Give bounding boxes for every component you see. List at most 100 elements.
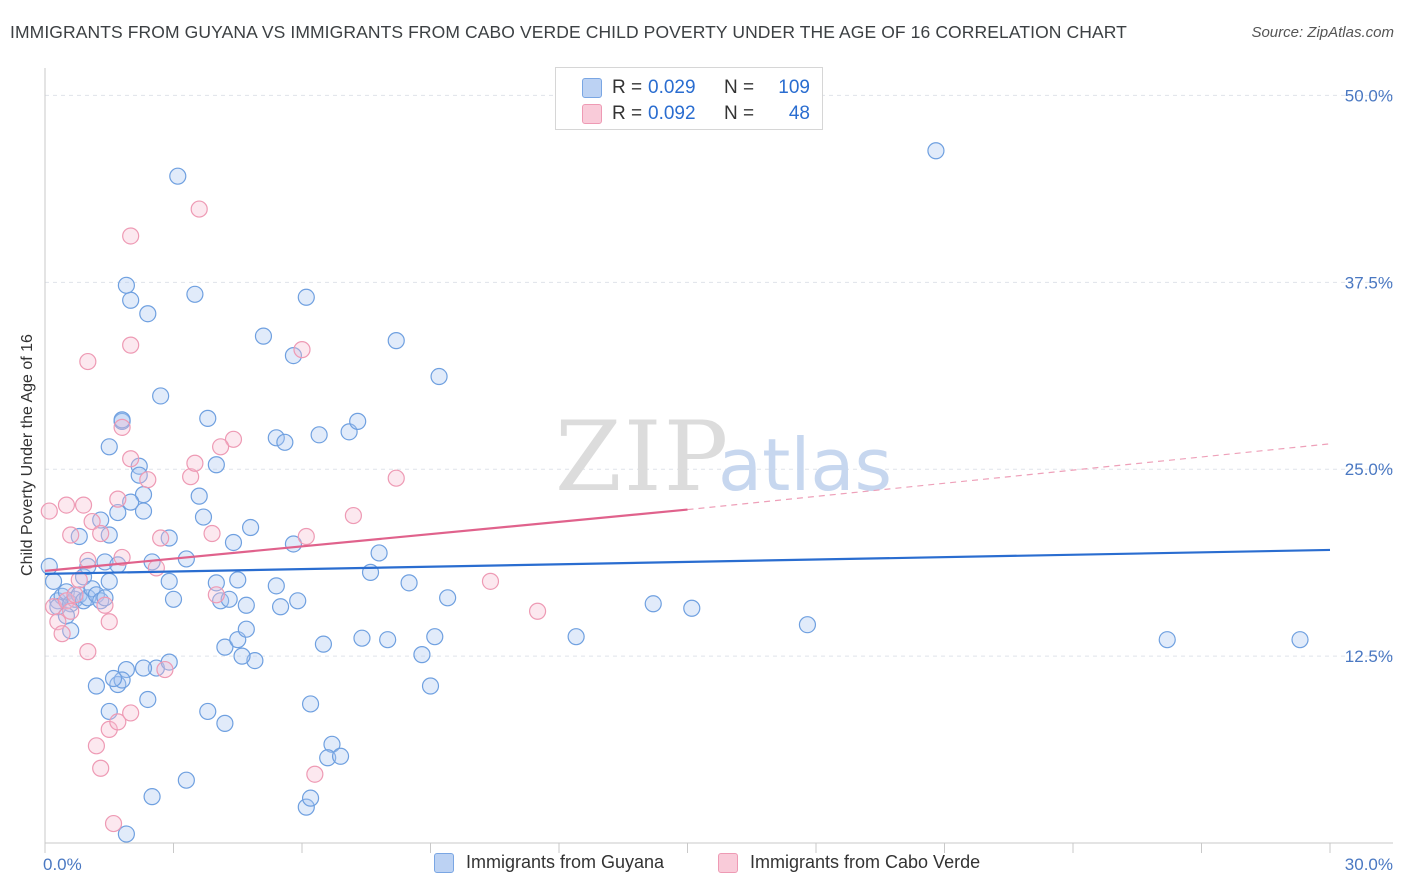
- point-guyana-71: [310, 426, 328, 444]
- trend-line-caboverde-extension: [687, 443, 1331, 511]
- legend-label-guyana: Immigrants from Guyana: [466, 852, 665, 872]
- point-guyana-86: [426, 628, 444, 646]
- legend-swatch-guyana: [582, 78, 602, 98]
- point-caboverde-8: [57, 496, 76, 514]
- point-guyana-25: [100, 526, 118, 544]
- point-guyana-50: [224, 533, 243, 552]
- point-guyana-109: [301, 789, 320, 807]
- legend-swatch-guyana: [434, 852, 454, 873]
- point-guyana-40: [122, 291, 140, 309]
- point-guyana-19: [70, 527, 88, 546]
- point-caboverde-17: [113, 548, 131, 567]
- point-guyana-70: [297, 288, 315, 306]
- point-caboverde-43: [306, 765, 324, 783]
- point-guyana-54: [216, 638, 234, 656]
- legend-n-value: 109: [778, 77, 810, 98]
- point-guyana-41: [117, 276, 135, 294]
- point-caboverde-6: [66, 586, 84, 604]
- point-guyana-69: [297, 798, 315, 816]
- point-guyana-60: [242, 518, 260, 537]
- point-guyana-101: [104, 669, 123, 688]
- point-guyana-107: [199, 702, 217, 721]
- y-tick-label-2: 37.5%: [1345, 273, 1393, 292]
- point-caboverde-29: [147, 559, 165, 577]
- point-guyana-79: [349, 412, 367, 430]
- point-guyana-83: [387, 332, 405, 350]
- point-caboverde-20: [92, 759, 110, 777]
- point-caboverde-13: [92, 524, 110, 543]
- point-guyana-48: [194, 508, 213, 526]
- point-guyana-82: [400, 574, 418, 592]
- point-caboverde-5: [62, 602, 80, 620]
- point-caboverde-12: [83, 512, 101, 531]
- legend-label-caboverde: Immigrants from Cabo Verde: [750, 852, 981, 872]
- legend-item-caboverde: Immigrants from Cabo Verde: [718, 852, 980, 873]
- point-guyana-84: [421, 677, 440, 695]
- legend-r-label: R =: [612, 77, 643, 98]
- point-guyana-56: [237, 596, 255, 614]
- point-guyana-92: [798, 616, 817, 634]
- x-tick-label-1: 30.0%: [1345, 855, 1393, 874]
- trend-line-guyana: [44, 548, 1331, 575]
- point-caboverde-42: [297, 527, 315, 546]
- point-guyana-75: [314, 635, 333, 653]
- point-guyana-106: [177, 771, 195, 789]
- chart-title: IMMIGRANTS FROM GUYANA VS IMMIGRANTS FRO…: [10, 22, 1127, 42]
- point-caboverde-32: [122, 227, 140, 245]
- point-guyana-63: [284, 346, 303, 365]
- point-guyana-91: [683, 599, 701, 617]
- series-caboverde-points: [40, 200, 547, 833]
- point-guyana-88: [430, 367, 448, 386]
- y-tick-label-3: 50.0%: [1345, 86, 1393, 105]
- point-guyana-45: [186, 285, 204, 303]
- point-guyana-74: [331, 747, 350, 765]
- y-tick-label-1: 25.0%: [1345, 460, 1393, 479]
- legend-row-caboverde: R = 0.092 N = 48: [582, 103, 810, 125]
- legend-r-value: 0.029: [648, 77, 696, 98]
- point-guyana-87: [439, 589, 457, 607]
- point-guyana-95: [1291, 631, 1309, 649]
- source-label: Source: ZipAtlas.com: [1251, 24, 1394, 41]
- point-caboverde-26: [113, 418, 131, 436]
- point-guyana-0: [40, 557, 58, 576]
- point-guyana-58: [246, 651, 264, 670]
- point-guyana-24: [109, 503, 127, 522]
- point-caboverde-35: [186, 454, 204, 472]
- point-guyana-93: [927, 142, 945, 160]
- point-guyana-67: [267, 577, 285, 595]
- point-caboverde-40: [212, 438, 230, 456]
- point-caboverde-24: [104, 814, 123, 833]
- point-guyana-42: [139, 305, 157, 323]
- point-caboverde-3: [53, 625, 71, 643]
- legend-swatch-caboverde: [718, 852, 738, 873]
- point-guyana-53: [220, 590, 238, 608]
- point-caboverde-47: [528, 602, 547, 620]
- point-guyana-105: [143, 788, 161, 806]
- legend-n-label: N =: [724, 77, 755, 98]
- point-guyana-99: [117, 660, 135, 679]
- point-caboverde-15: [100, 613, 118, 631]
- point-caboverde-7: [70, 571, 88, 589]
- point-caboverde-0: [40, 502, 58, 520]
- point-caboverde-30: [156, 660, 174, 679]
- legend-bottom: Immigrants from Guyana Immigrants from C…: [0, 852, 1406, 878]
- point-guyana-46: [199, 409, 217, 427]
- point-caboverde-11: [79, 551, 97, 570]
- legend-item-guyana: Immigrants from Guyana: [434, 852, 664, 873]
- point-caboverde-9: [62, 526, 80, 544]
- legend-r-value: 0.092: [648, 103, 696, 124]
- point-guyana-102: [139, 690, 157, 709]
- point-guyana-108: [216, 714, 234, 732]
- point-guyana-111: [134, 659, 153, 677]
- point-caboverde-46: [481, 572, 500, 590]
- point-guyana-38: [164, 590, 183, 608]
- watermark: ZIP atlas: [555, 401, 892, 513]
- point-guyana-66: [289, 592, 307, 610]
- point-guyana-27: [100, 438, 118, 456]
- axes: [44, 68, 1393, 853]
- y-tick-labels: 12.5% 25.0% 37.5% 50.0%: [1345, 86, 1393, 666]
- point-guyana-47: [207, 456, 225, 474]
- point-caboverde-25: [79, 352, 97, 371]
- point-guyana-36: [122, 493, 140, 511]
